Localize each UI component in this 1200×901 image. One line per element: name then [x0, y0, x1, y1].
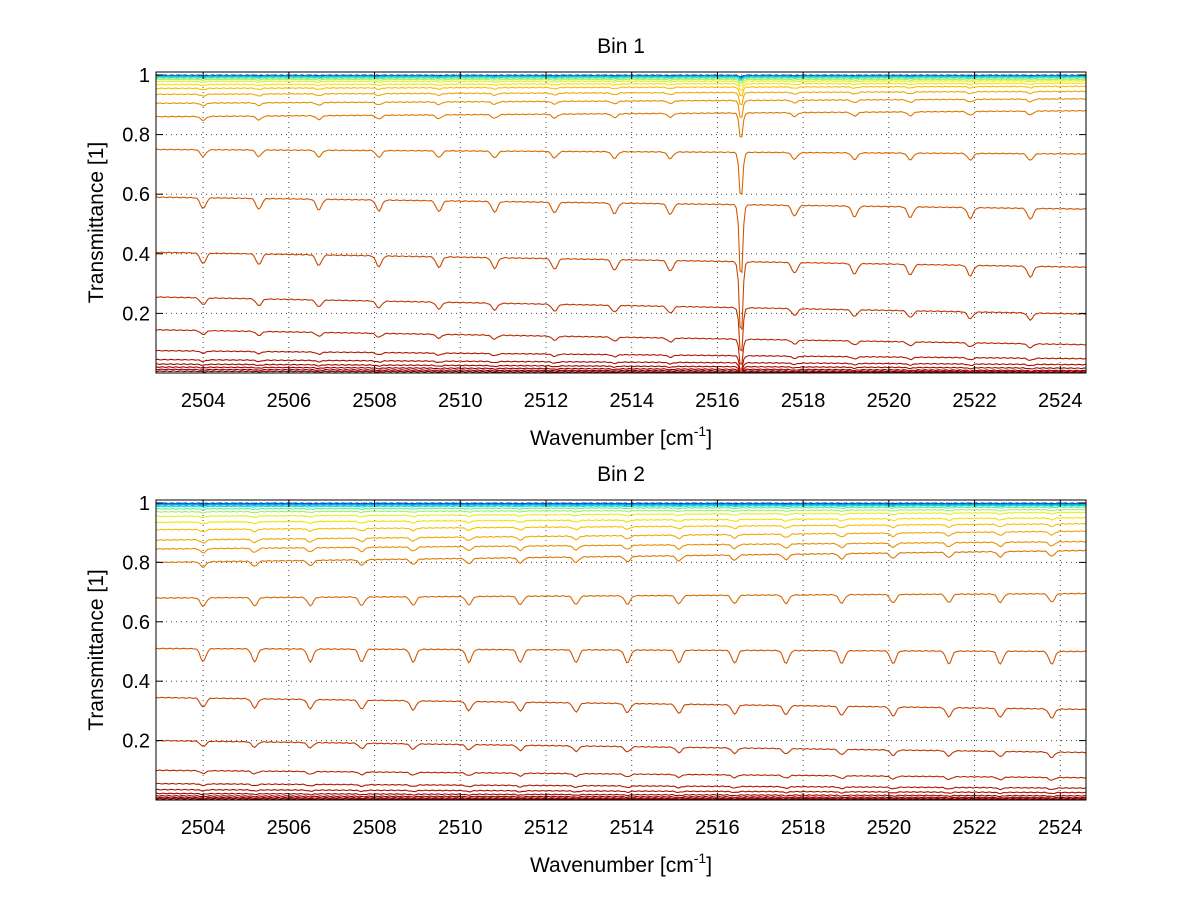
series-line-20: [156, 788, 1086, 795]
x-tick-label: 2508: [352, 817, 397, 839]
y-tick-label: 0.4: [122, 244, 150, 266]
x-tick-label: 2506: [267, 390, 312, 412]
x-tick-label: 2524: [1038, 817, 1083, 839]
series-group: [156, 74, 1086, 373]
y-axis-label: Transmittance [1]: [85, 142, 108, 303]
chart-title: Bin 2: [597, 463, 645, 486]
y-tick-label: 1: [139, 65, 150, 87]
y-tick-label: 0.6: [122, 184, 150, 206]
series-line-18: [156, 328, 1086, 365]
series-line-6: [156, 77, 1086, 82]
series-line-18: [156, 769, 1086, 781]
chart-panel-2: 2504 2506 2508 2510 2512 2514 2516 2518 2520 2522…: [85, 463, 1087, 877]
y-tick-label: 1: [139, 493, 150, 515]
series-line-22: [156, 366, 1086, 373]
y-tick-label: 0.4: [122, 671, 150, 693]
series-line-23: [156, 368, 1086, 373]
series-line-8: [156, 511, 1086, 519]
series-line-12: [156, 540, 1086, 554]
series-line-14: [156, 592, 1086, 608]
plot-area: [156, 72, 1086, 373]
y-tick-label: 0.6: [122, 612, 150, 634]
x-tick-label: 2522: [952, 390, 997, 412]
x-tick-label: 2508: [352, 390, 397, 412]
x-tick-label: 2522: [952, 817, 997, 839]
x-tick-label: 2512: [524, 390, 569, 412]
chart-title: Bin 1: [597, 35, 645, 58]
series-line-17: [156, 739, 1086, 758]
series-line-22: [156, 794, 1086, 800]
series-line-23: [156, 796, 1086, 800]
series-line-13: [156, 109, 1086, 138]
chart-panel-1: 2504 2506 2508 2510 2512 2514 2516 2518 2520 2522…: [85, 35, 1087, 450]
x-tick-label: 2516: [695, 390, 740, 412]
x-tick-label: 2510: [438, 817, 483, 839]
x-tick-label: 2514: [609, 817, 654, 839]
series-line-17: [156, 296, 1086, 352]
y-tick-label: 0.8: [122, 125, 150, 147]
series-line-6: [156, 506, 1086, 511]
series-line-24: [156, 797, 1086, 800]
series-line-21: [156, 363, 1086, 373]
series-line-5: [156, 504, 1086, 508]
y-tick-label: 0.8: [122, 552, 150, 574]
x-tick-label: 2512: [524, 817, 569, 839]
x-tick-label: 2518: [781, 817, 826, 839]
x-axis-label: Wavenumber [cm-1]: [530, 423, 712, 450]
axes-box: [155, 71, 1087, 374]
series-line-15: [156, 647, 1086, 665]
series-line-24: [156, 370, 1086, 373]
series-line-16: [156, 251, 1086, 331]
y-tick-label: 0.2: [122, 303, 150, 325]
series-line-9: [156, 82, 1086, 91]
x-tick-label: 2516: [695, 817, 740, 839]
series-line-21: [156, 792, 1086, 798]
x-tick-label: 2510: [438, 390, 483, 412]
series-line-12: [156, 97, 1086, 118]
series-line-11: [156, 530, 1086, 544]
x-tick-label: 2504: [181, 817, 226, 839]
x-tick-label: 2524: [1038, 390, 1083, 412]
series-line-19: [156, 782, 1086, 791]
series-line-4: [156, 503, 1086, 507]
x-tick-label: 2518: [781, 390, 826, 412]
series-line-10: [156, 522, 1086, 533]
series-line-5: [156, 76, 1086, 81]
series-line-16: [156, 696, 1086, 719]
y-tick-label: 0.2: [122, 731, 150, 753]
series-line-11: [156, 90, 1086, 106]
series-line-8: [156, 80, 1086, 87]
y-axis-label: Transmittance [1]: [85, 569, 108, 730]
x-tick-label: 2520: [867, 390, 912, 412]
x-tick-label: 2520: [867, 817, 912, 839]
series-line-20: [156, 358, 1086, 372]
series-line-13: [156, 549, 1086, 569]
series-line-9: [156, 516, 1086, 525]
series-line-19: [156, 349, 1086, 370]
x-axis-label: Wavenumber [cm-1]: [530, 850, 712, 877]
series-line-15: [156, 196, 1086, 274]
series-line-10: [156, 85, 1086, 97]
x-tick-label: 2506: [267, 817, 312, 839]
series-line-7: [156, 508, 1086, 514]
x-tick-label: 2514: [609, 390, 654, 412]
x-tick-label: 2504: [181, 390, 226, 412]
series-group: [156, 502, 1086, 800]
series-line-14: [156, 148, 1086, 195]
axes-box: [155, 499, 1087, 801]
series-line-7: [156, 78, 1086, 84]
